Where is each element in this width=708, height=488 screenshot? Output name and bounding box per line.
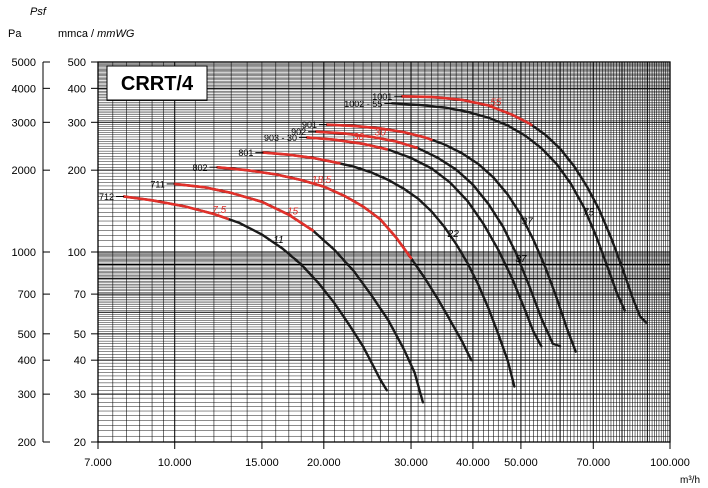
pa-tick-label: 300 xyxy=(18,389,36,401)
x-tick-label: 50.000 xyxy=(504,457,538,469)
grid-minor xyxy=(98,62,670,442)
x-tick-label: 20.000 xyxy=(307,457,341,469)
x-tick-label: 70.000 xyxy=(576,457,610,469)
x-tick-label: 30.000 xyxy=(394,457,428,469)
curve-name-label: 801 xyxy=(238,148,253,158)
y-tick-label: 400 xyxy=(68,83,86,95)
power-rating-label: 15 xyxy=(287,206,299,217)
power-rating-label: 37 xyxy=(515,254,527,265)
fan-curve-power-section xyxy=(262,151,341,165)
pa-tick-label: 500 xyxy=(18,329,36,341)
pa-tick-label: 2000 xyxy=(12,165,36,177)
power-rating-label: 30 xyxy=(353,132,365,143)
power-rating-label: 75 xyxy=(583,207,595,218)
pa-tick-label: 5000 xyxy=(12,57,36,69)
pa-tick-label: 700 xyxy=(18,289,36,301)
pa-tick-label: 400 xyxy=(18,355,36,367)
pa-tick-label: 200 xyxy=(18,437,36,449)
y-tick-label: 200 xyxy=(68,165,86,177)
fan-curve-power-section xyxy=(216,166,413,260)
fan-curve xyxy=(391,102,626,312)
y-tick-label: 40 xyxy=(74,355,86,367)
curve-name-label: 903 - 30 xyxy=(264,133,297,143)
x-tick-label: 100.000 xyxy=(650,457,690,469)
model-badge-label: CRRT/4 xyxy=(121,73,194,95)
x-tick-label: 7.000 xyxy=(84,457,112,469)
fan-curve-power-section xyxy=(314,130,418,149)
power-rating-label: 37 xyxy=(522,216,534,227)
y-tick-label: 30 xyxy=(74,389,86,401)
fan-curve-power-section xyxy=(122,195,230,221)
curve-name-label: 712 xyxy=(99,192,114,202)
curve-name-label: 902 xyxy=(291,127,306,137)
curve-name-label: 1002 - 55 xyxy=(344,99,382,109)
x-tick-label: 40.000 xyxy=(456,457,490,469)
y-tick-label: 500 xyxy=(68,57,86,69)
mmca-unit-label: mmca / mmWG xyxy=(58,28,135,40)
y-tick-label: 50 xyxy=(74,329,86,341)
fan-curve-power-section xyxy=(325,123,433,142)
power-rating-label: 22 xyxy=(447,229,460,240)
x-unit-label: m³/h xyxy=(680,475,700,486)
pa-tick-label: 3000 xyxy=(12,117,36,129)
power-rating-label: 7,5 xyxy=(212,205,226,216)
x-tick-label: 15.000 xyxy=(245,457,279,469)
ticks: 7.000 10.000 15.000 20.000 30.000 40.000 50.00… xyxy=(12,57,690,469)
power-rating-label: 11 xyxy=(273,235,283,246)
model-badge-box xyxy=(106,65,208,101)
fan-curve-power-section xyxy=(173,182,315,232)
x-tick-label: 10.000 xyxy=(158,457,192,469)
y-tick-label: 70 xyxy=(74,289,86,301)
fan-curve-power-section xyxy=(400,95,533,127)
power-rating-label: 18,5 xyxy=(312,175,332,186)
y-tick-label: 300 xyxy=(68,117,86,129)
curve-name-label: 802 xyxy=(192,163,207,173)
fan-curve-power-section xyxy=(305,136,389,151)
grid-major xyxy=(97,61,671,443)
fan-curves xyxy=(122,95,648,404)
psf-unit-label: Psf xyxy=(30,6,47,18)
curve-name-label: 1001 xyxy=(372,92,392,102)
power-rating-label: 30 xyxy=(375,128,387,139)
pa-tick-label: 1000 xyxy=(12,247,36,259)
curve-name-label: 901 xyxy=(302,120,317,130)
y-tick-label: 20 xyxy=(74,437,86,449)
y-tick-label: 100 xyxy=(68,247,86,259)
curve-name-label: 711 xyxy=(150,179,164,189)
pa-unit-label: Pa xyxy=(8,28,22,40)
pa-tick-label: 4000 xyxy=(12,83,36,95)
power-rating-label: 55 xyxy=(490,97,502,108)
